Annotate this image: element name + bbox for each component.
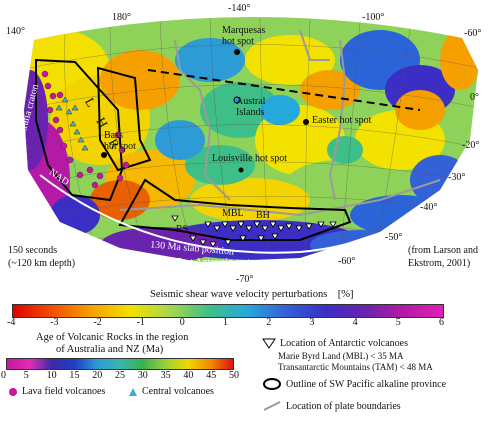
antarctic-mbl-note: Marie Byrd Land (MBL) < 35 MA (278, 351, 404, 361)
age-tick: 35 (160, 370, 171, 381)
velocity-ticks: -4 -3 -2 -1 0 1 2 3 4 5 6 (7, 317, 444, 329)
velocity-tick: -4 (7, 317, 16, 328)
note-depth: 150 seconds (~120 km depth) (8, 245, 76, 269)
slab-curve (39, 174, 436, 254)
age-tick: 30 (137, 370, 148, 381)
lava-markers (41, 70, 130, 189)
outline-icon (263, 378, 281, 390)
velocity-tick: 3 (309, 317, 315, 328)
lava-marker-icon (9, 387, 17, 396)
antarctic-tam-note: Transantarctic Mountains (TAM) < 48 MA (278, 362, 433, 372)
age-scale-title-1: Age of Volcanic Rocks in the region (36, 332, 189, 343)
lon-label-180: 180° (112, 12, 131, 23)
plate-legend: Location of plate boundaries (262, 400, 401, 412)
label-austral: Austral Islands (236, 96, 266, 118)
lat-label-0: 0° (470, 92, 479, 103)
velocity-tick: 1 (223, 317, 228, 328)
lat-label-neg60: -60° (338, 256, 356, 267)
label-bass: Bass hot spot (104, 130, 136, 152)
antarctic-marker-icon (262, 338, 276, 349)
age-tick: 0 (1, 370, 6, 381)
central-markers (55, 96, 89, 151)
outline-legend: Outline of SW Pacific alkaline province (262, 378, 446, 390)
lon-label-neg140: -140° (228, 3, 251, 14)
lat-label-neg50: -50° (385, 232, 403, 243)
lon-label-neg100: -100° (362, 12, 385, 23)
label-bh: BH (256, 210, 270, 221)
age-tick: 20 (92, 370, 103, 381)
age-tick: 45 (206, 370, 217, 381)
seismic-map (24, 16, 478, 263)
velocity-colorbar (12, 304, 444, 318)
age-tick: 15 (69, 370, 80, 381)
velocity-title-text: Seismic shear wave velocity perturbation… (150, 289, 328, 300)
plate-legend-label: Location of plate boundaries (286, 400, 401, 412)
age-ticks: 0 5 10 15 20 25 30 35 40 45 50 (1, 370, 239, 382)
central-legend-label: Central volcanoes (142, 386, 214, 397)
velocity-tick: 5 (395, 317, 401, 328)
lava-legend: Lava field volcanoes (8, 386, 105, 397)
antarctic-markers (171, 215, 337, 248)
note-source: (from Larson and Ekstrom, 2001) (408, 245, 478, 269)
label-louisville: Louisville hot spot (212, 153, 287, 164)
province-outline (35, 58, 352, 241)
age-tick: 5 (23, 370, 29, 381)
velocity-tick: -2 (93, 317, 102, 328)
velocity-tick: -1 (136, 317, 145, 328)
velocity-unit: [%] (337, 289, 354, 300)
plate-line-icon (263, 401, 281, 411)
antarctic-legend: Location of Antarctic volcanoes (262, 337, 408, 349)
velocity-tick: 6 (439, 317, 444, 328)
plate-boundaries (119, 29, 441, 217)
label-antarctic-craton: East Antarctic craton (176, 257, 260, 268)
central-marker-icon (129, 387, 137, 396)
lat-label-neg20: -20° (462, 140, 480, 151)
velocity-tick: 4 (352, 317, 358, 328)
velocity-tick: 0 (179, 317, 185, 328)
lat-label-neg30: -30° (448, 172, 466, 183)
graticule (24, 17, 478, 263)
age-tick: 40 (183, 370, 194, 381)
lat-label-neg40: -40° (420, 202, 438, 213)
label-mbl: MBL (222, 208, 244, 219)
age-tick: 50 (229, 370, 239, 381)
age-tick: 10 (46, 370, 57, 381)
lon-label-neg60: -60° (464, 28, 482, 39)
label-easter: Easter hot spot (312, 115, 372, 126)
dashed-line (147, 69, 421, 111)
antarctic-legend-label: Location of Antarctic volcanoes (280, 337, 409, 349)
lat-label-neg70: -70° (236, 274, 254, 285)
age-colorbar (6, 358, 234, 370)
lava-legend-label: Lava field volcanoes (22, 386, 106, 397)
hotspots (101, 49, 309, 173)
label-marquesas: Marquesas hot spot (222, 25, 266, 47)
velocity-tick: -3 (50, 317, 59, 328)
velocity-tick: 2 (266, 317, 272, 328)
label-rs: RS (176, 224, 189, 235)
lon-label-140: 140° (6, 26, 25, 37)
age-scale-title-2: of Australia and NZ (Ma) (56, 344, 164, 355)
velocity-scale-title: Seismic shear wave velocity perturbation… (150, 289, 354, 300)
outline-legend-label: Outline of SW Pacific alkaline province (286, 378, 447, 390)
age-tick: 25 (115, 370, 125, 381)
central-legend: Central volcanoes (128, 386, 214, 397)
